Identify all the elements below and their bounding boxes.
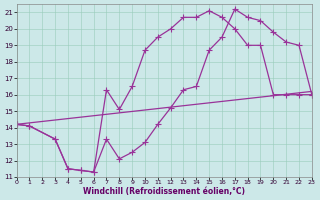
- X-axis label: Windchill (Refroidissement éolien,°C): Windchill (Refroidissement éolien,°C): [83, 187, 245, 196]
